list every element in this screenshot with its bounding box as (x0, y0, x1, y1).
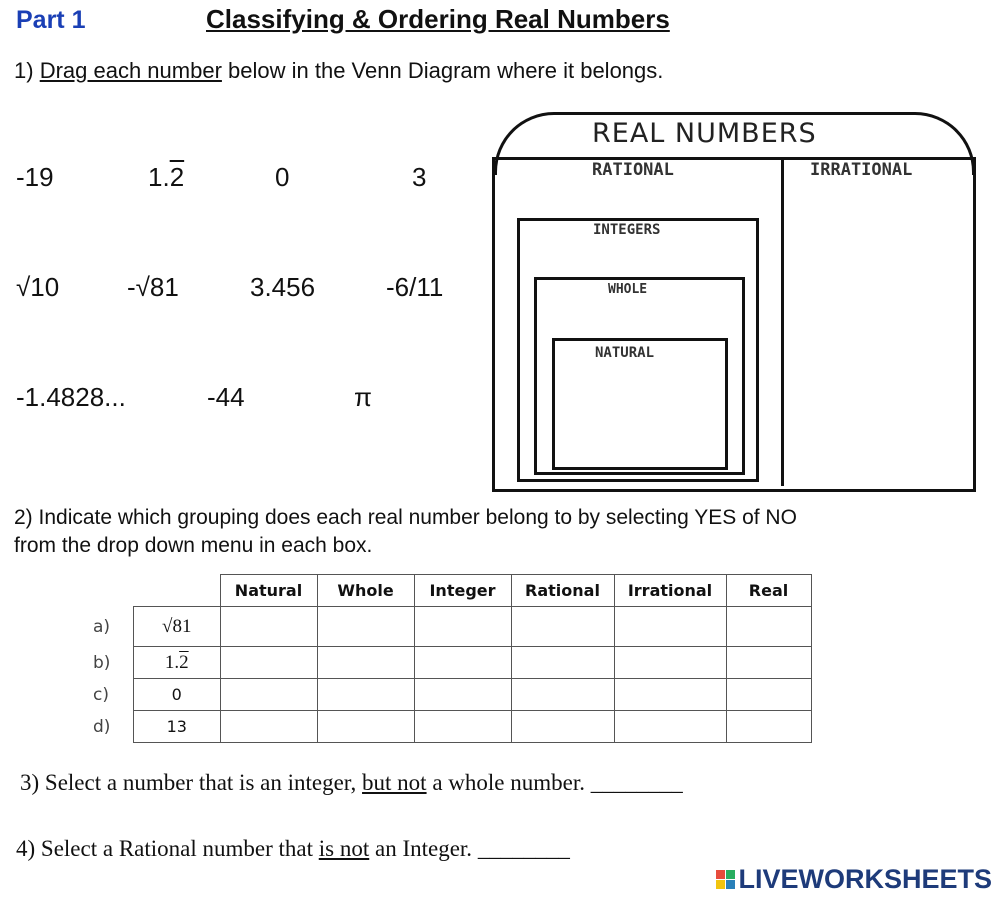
answer-dropdown[interactable] (316, 678, 415, 711)
venn-natural-label: NATURAL (595, 345, 655, 361)
question-2-line2: from the drop down menu in each box. (14, 534, 373, 557)
venn-rational-label: RATIONAL (592, 160, 674, 180)
venn-whole-box[interactable] (534, 277, 745, 475)
answer-dropdown[interactable] (413, 678, 512, 711)
answer-dropdown[interactable] (219, 678, 318, 711)
answer-dropdown[interactable] (510, 646, 615, 679)
q1-link[interactable]: Drag each number (39, 58, 222, 83)
drag-number[interactable]: 1.2 (148, 162, 184, 193)
venn-irrational-label: IRRATIONAL (810, 160, 913, 180)
venn-natural-box[interactable] (552, 338, 728, 470)
q1-text: below in the Venn Diagram where it belon… (221, 58, 664, 83)
row-label: b) (93, 652, 111, 673)
table-row: a) √81 (83, 606, 812, 647)
table-header-row: Natural Whole Integer Rational Irrationa… (83, 574, 812, 607)
table-row: b) 1.2 (83, 646, 812, 679)
answer-dropdown[interactable] (613, 710, 727, 743)
q3-answer-blank[interactable]: ________ (590, 770, 683, 795)
drag-number[interactable]: 3.456 (250, 272, 316, 302)
venn-divider (781, 157, 784, 486)
answer-dropdown[interactable] (316, 646, 415, 679)
classification-table: Natural Whole Integer Rational Irrationa… (83, 574, 812, 743)
drag-number[interactable]: -44 (207, 382, 245, 412)
answer-dropdown[interactable] (510, 606, 615, 647)
q4-emphasis: is not (318, 836, 370, 861)
q3-text: 3) Select a number that is an integer, (20, 770, 363, 795)
col-irrational: Irrational (613, 574, 727, 607)
logo-text: LIVEWORKSHEETS (738, 864, 992, 894)
col-real: Real (725, 574, 812, 607)
table-row: d) 13 (83, 710, 812, 743)
row-label: c) (93, 684, 109, 705)
row-value: 13 (133, 710, 221, 743)
repeating-digit: 2 (179, 651, 189, 673)
q3-emphasis: but not (362, 770, 427, 795)
q3-text-end: a whole number. (426, 770, 585, 795)
question-3: 3) Select a number that is an integer, b… (20, 770, 683, 796)
answer-dropdown[interactable] (725, 606, 812, 647)
row-value: 0 (133, 678, 221, 711)
answer-dropdown[interactable] (219, 606, 318, 647)
repeating-digit: 2 (169, 162, 185, 192)
question-2-line1: 2) Indicate which grouping does each rea… (14, 506, 797, 529)
corner-cell (83, 575, 134, 607)
corner-cell (134, 575, 221, 607)
answer-dropdown[interactable] (510, 710, 615, 743)
drag-number[interactable]: 0 (275, 162, 290, 192)
drag-number[interactable]: 3 (412, 162, 427, 192)
answer-dropdown[interactable] (219, 646, 318, 679)
answer-dropdown[interactable] (725, 646, 812, 679)
col-natural: Natural (219, 574, 318, 607)
drag-number[interactable]: -√81 (127, 272, 179, 302)
q4-answer-blank[interactable]: ________ (477, 836, 570, 861)
part-label: Part 1 (16, 6, 86, 34)
answer-dropdown[interactable] (613, 606, 727, 647)
venn-whole-label: WHOLE (608, 282, 648, 297)
q4-text-end: an Integer. (369, 836, 473, 861)
answer-dropdown[interactable] (413, 710, 512, 743)
answer-dropdown[interactable] (413, 646, 512, 679)
row-value: √81 (133, 606, 221, 647)
q4-text: 4) Select a Rational number that (16, 836, 319, 861)
col-whole: Whole (316, 574, 415, 607)
row-label: d) (93, 716, 111, 737)
answer-dropdown[interactable] (219, 710, 318, 743)
question-1: 1) Drag each number below in the Venn Di… (14, 58, 663, 84)
answer-dropdown[interactable] (316, 606, 415, 647)
row-value: 1.2 (133, 646, 221, 679)
page-title: Classifying & Ordering Real Numbers (206, 4, 670, 34)
liveworksheets-logo: LIVEWORKSHEETS (716, 864, 992, 895)
value-part: 1. (164, 651, 180, 673)
col-rational: Rational (510, 574, 615, 607)
drag-number[interactable]: √10 (16, 272, 60, 302)
answer-dropdown[interactable] (316, 710, 415, 743)
q1-number: 1) (14, 58, 34, 83)
question-4: 4) Select a Rational number that is not … (16, 836, 570, 862)
drag-number[interactable]: -1.4828... (16, 382, 126, 412)
drag-number[interactable]: -19 (16, 162, 54, 192)
number-part: 1. (148, 162, 170, 192)
drag-number[interactable]: π (354, 382, 372, 412)
answer-dropdown[interactable] (613, 646, 727, 679)
drag-number[interactable]: -6/11 (386, 272, 444, 302)
answer-dropdown[interactable] (725, 710, 812, 743)
logo-icon (716, 870, 736, 889)
col-integer: Integer (413, 574, 512, 607)
table-row: c) 0 (83, 678, 812, 711)
answer-dropdown[interactable] (510, 678, 615, 711)
row-label: a) (93, 616, 111, 637)
venn-title: REAL NUMBERS (592, 118, 817, 149)
venn-integers-label: INTEGERS (593, 222, 661, 238)
answer-dropdown[interactable] (413, 606, 512, 647)
answer-dropdown[interactable] (613, 678, 727, 711)
venn-integers-box[interactable] (517, 218, 759, 482)
venn-real-box[interactable] (492, 157, 976, 492)
answer-dropdown[interactable] (725, 678, 812, 711)
